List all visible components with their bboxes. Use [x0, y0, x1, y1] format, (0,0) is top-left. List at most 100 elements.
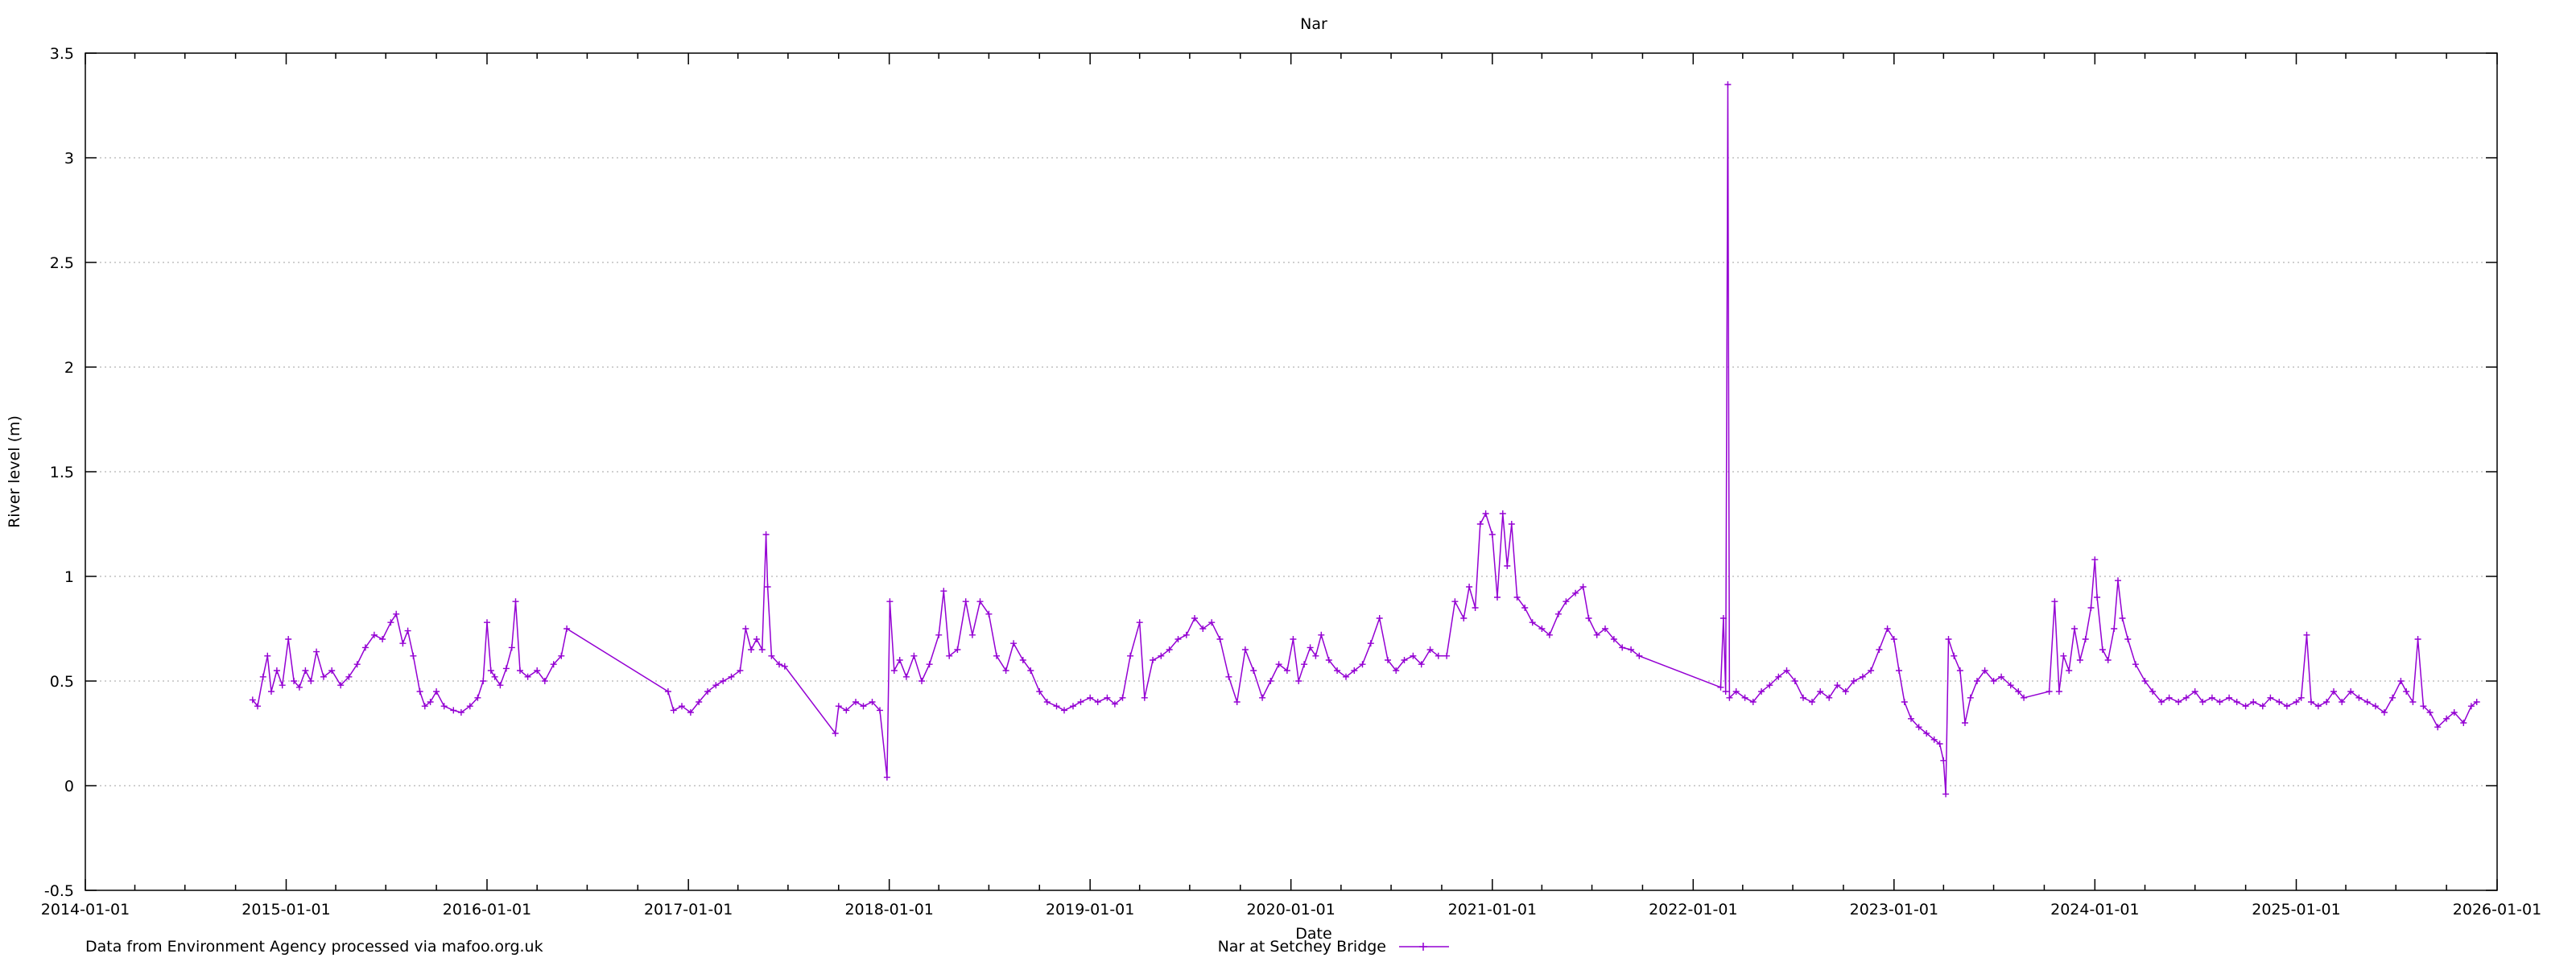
data-point [883, 774, 890, 781]
axis-ticks: -0.5 0 0.5 1 1.5 2 2.5 3 3.5 2014-01-01 2015-01-01… [41, 45, 2541, 919]
data-point [517, 667, 523, 674]
y-tick-label: 1 [64, 568, 74, 586]
data-point [249, 696, 256, 704]
data-point [753, 636, 760, 642]
data-point [1418, 661, 1425, 668]
data-point [1817, 688, 1824, 695]
data-point [2087, 605, 2095, 611]
data-point [993, 652, 1000, 659]
data-point [291, 678, 298, 684]
data-point [1036, 688, 1043, 695]
data-point [524, 673, 531, 680]
data-point [487, 667, 494, 674]
data-point [410, 652, 417, 659]
data-point [2051, 598, 2058, 605]
data-point [940, 588, 947, 595]
data-point [1070, 703, 1076, 710]
data-point [2363, 699, 2371, 705]
data-point [1150, 657, 1157, 663]
data-point [1504, 563, 1511, 569]
data-point [764, 584, 771, 590]
data-point [2165, 694, 2173, 701]
data-point [2389, 694, 2396, 701]
x-tick-label: 2015-01-01 [242, 901, 330, 919]
x-tick-label: 2024-01-01 [2050, 901, 2139, 919]
data-point [2015, 688, 2022, 695]
data-point [852, 699, 859, 705]
data-point [2339, 699, 2346, 705]
data-point [670, 707, 677, 714]
data-point [279, 682, 286, 689]
data-point [541, 678, 548, 684]
data-point [1488, 531, 1496, 538]
data-point [1554, 610, 1562, 617]
data-point [720, 678, 727, 684]
data-point [512, 598, 519, 605]
data-point [2104, 657, 2112, 663]
x-tick-label: 2019-01-01 [1046, 901, 1134, 919]
data-point [1981, 667, 1988, 674]
data-point [2297, 694, 2305, 701]
data-point [860, 703, 867, 710]
data-point [1717, 683, 1724, 691]
data-point [1942, 791, 1950, 798]
data-point [2467, 703, 2475, 710]
data-point [896, 657, 903, 663]
data-point [935, 631, 943, 638]
data-point [1930, 736, 1938, 743]
data-point [1043, 699, 1051, 705]
data-point [1295, 678, 1302, 684]
data-point [2283, 703, 2290, 710]
data-point [1826, 694, 1833, 701]
data-point [2303, 631, 2310, 638]
data-point [1945, 636, 1952, 642]
x-tick-label: 2016-01-01 [443, 901, 531, 919]
data-point [550, 661, 557, 668]
data-point [2076, 657, 2083, 663]
data-point [696, 699, 703, 705]
data-point [2175, 699, 2182, 705]
data-point [285, 636, 292, 642]
data-point [1111, 700, 1118, 708]
data-point [2021, 694, 2028, 701]
x-tick-label: 2017-01-01 [644, 901, 733, 919]
data-point [2460, 720, 2467, 726]
data-point [1809, 699, 1815, 705]
data-point [450, 707, 457, 714]
data-point [2208, 694, 2215, 701]
data-point [902, 673, 910, 680]
data-point [1741, 694, 1748, 701]
data-point [2347, 688, 2355, 695]
data-point [1521, 605, 1529, 611]
data-point [758, 646, 766, 653]
data-point [712, 682, 720, 689]
data-point [353, 661, 361, 668]
data-point [399, 640, 407, 647]
data-point [416, 688, 423, 695]
data-point [1732, 688, 1740, 695]
data-point [2397, 678, 2405, 684]
data-point [976, 598, 984, 605]
data-point [1499, 510, 1506, 517]
data-point [687, 709, 694, 716]
data-point [474, 694, 481, 701]
data-point [1908, 715, 1914, 722]
y-tick-label: 0 [64, 778, 74, 795]
data-point [2132, 661, 2139, 668]
data-point [1267, 678, 1274, 684]
data-point [1936, 741, 1943, 747]
data-point [1998, 673, 2005, 680]
x-tick-label: 2021-01-01 [1448, 901, 1537, 919]
data-point [2199, 699, 2207, 705]
data-point [497, 682, 504, 689]
data-point [1334, 667, 1341, 674]
data-point [1476, 521, 1484, 527]
data-point [2060, 652, 2067, 659]
data-point [2216, 699, 2223, 705]
data-point [2124, 636, 2132, 642]
data-point [320, 673, 327, 680]
data-point [1275, 661, 1282, 668]
data-point [1842, 688, 1849, 695]
data-point [1834, 682, 1841, 689]
data-point [1443, 652, 1451, 659]
